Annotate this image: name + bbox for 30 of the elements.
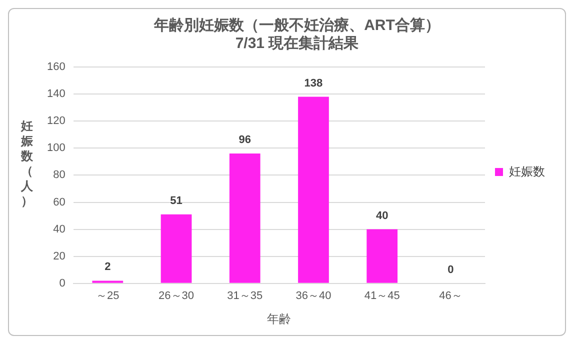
x-tick-label: ～25 (96, 290, 120, 302)
x-tick-label: 46～ (439, 290, 462, 302)
y-tick-label: 0 (59, 277, 66, 290)
bar (366, 229, 398, 283)
y-tick-label: 20 (53, 250, 66, 262)
data-label: 40 (376, 210, 388, 222)
bar (160, 214, 192, 283)
x-tick-label: 26～30 (158, 290, 194, 302)
y-tick-label: 100 (46, 142, 66, 154)
y-axis-title: 妊娠数（人） (20, 119, 34, 209)
bar (298, 96, 329, 283)
data-label: 96 (238, 134, 251, 146)
x-tick-label: 31～35 (227, 290, 263, 302)
data-label: 2 (104, 261, 111, 274)
legend-label: 妊娠数 (509, 164, 545, 178)
x-tick-label: 41～45 (364, 290, 400, 302)
x-axis-title: 年齢 (267, 312, 292, 326)
x-tick-label: 36～40 (296, 290, 332, 302)
chart-subtitle: 7/31 現在集計結果 (235, 35, 360, 52)
y-tick-label: 60 (53, 196, 66, 208)
y-tick-label: 140 (46, 88, 66, 100)
data-label: 0 (448, 264, 454, 276)
data-label: 51 (170, 194, 182, 207)
chart-title: 年齢別妊娠数（一般不妊治療、ART合算） (153, 16, 440, 34)
data-label: 138 (304, 77, 323, 90)
y-tick-label: 160 (46, 61, 66, 74)
bar (229, 154, 260, 283)
y-tick-label: 80 (53, 169, 66, 182)
y-tick-label: 120 (46, 115, 66, 128)
y-tick-label: 40 (53, 223, 66, 236)
